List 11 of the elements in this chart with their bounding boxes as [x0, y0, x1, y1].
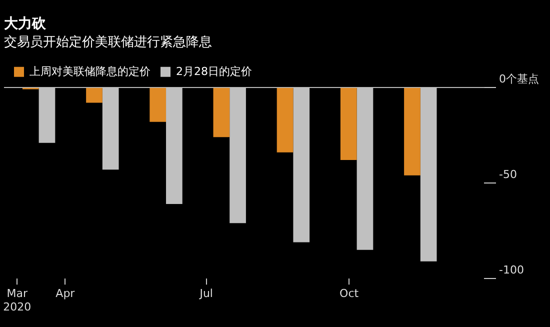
x-tick-label: Oct [340, 287, 360, 300]
y-tick-label: -50 [499, 168, 517, 181]
x-tick-label: Mar 2020 [3, 287, 32, 314]
chart-title: 大力砍 [4, 16, 47, 32]
chart-subtitle: 交易员开始定价美联储进行紧急降息 [4, 34, 212, 50]
y-tick-label: -100 [499, 263, 524, 276]
x-tick-label: Jul [198, 287, 213, 300]
x-tick-label: Apr [56, 287, 76, 300]
legend-label: 上周对美联储降息的定价 [30, 64, 150, 78]
y-tick-label: 0个基点 [499, 72, 539, 86]
legend-label: 2月28日的定价 [176, 64, 252, 78]
